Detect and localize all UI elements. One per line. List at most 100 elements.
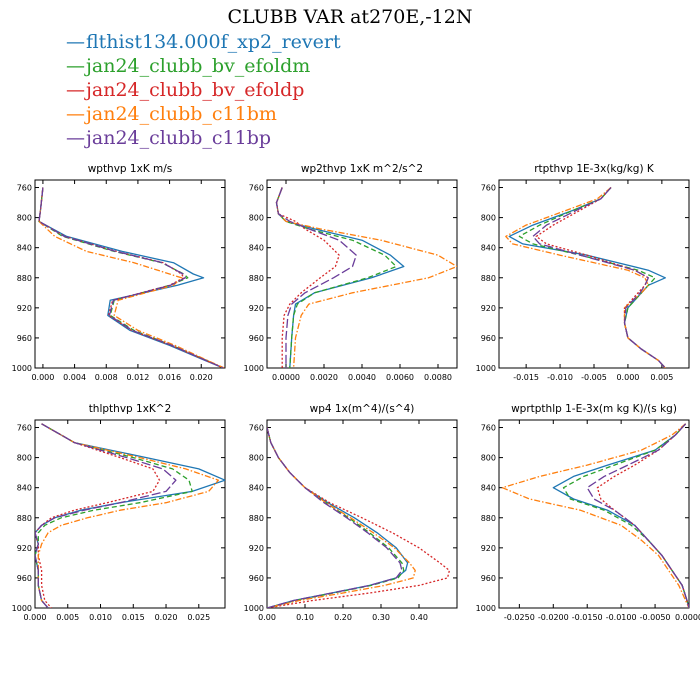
y-tick-label: 760 (481, 424, 496, 433)
x-tick-label: 0.20 (334, 613, 352, 622)
x-tick-label: 0.00 (258, 613, 276, 622)
x-tick-label: 0.30 (372, 613, 390, 622)
chart-panel: rtpthvp 1E-3x(kg/kg) K 760 800 840 880 920 960… (476, 163, 690, 382)
y-tick-label: 920 (249, 544, 264, 553)
y-tick-label: 840 (249, 244, 264, 253)
y-tick-label: 880 (17, 274, 32, 283)
x-tick-label: -0.0250 (504, 613, 535, 622)
series-line (38, 187, 224, 368)
series-line (267, 427, 403, 608)
x-tick-label: 0.016 (158, 373, 181, 382)
y-tick-label: 760 (481, 184, 496, 193)
series-line (38, 187, 225, 368)
series-line (508, 187, 666, 368)
x-tick-label: 0.015 (122, 613, 145, 622)
series-line (38, 187, 224, 368)
x-tick-label: -0.0150 (572, 613, 603, 622)
x-tick-label: 0.012 (126, 373, 149, 382)
legend-item: —jan24_clubb_c11bm (66, 102, 341, 126)
series-line (518, 187, 666, 368)
x-tick-label: 0.40 (410, 613, 428, 622)
y-tick-label: 1000 (476, 364, 496, 373)
series-line (505, 187, 666, 368)
panel-title: wprtpthlp 1-E-3x(m kg K)/(s kg) (511, 403, 677, 415)
chart-panel: wpthvp 1xK m/s76080084088092096010000.00… (12, 163, 226, 382)
y-tick-label: 800 (249, 214, 264, 223)
series-line (275, 187, 457, 368)
x-tick-label: 0.008 (95, 373, 118, 382)
x-tick-label: -0.0200 (538, 613, 569, 622)
panel-title: wp4 1x(m^4)/(s^4) (310, 403, 415, 415)
y-tick-label: 920 (481, 304, 496, 313)
chart-panel: wp2thvp 1xK m^2/s^2 760 800 840 880 920 960 100… (244, 163, 458, 382)
legend-item: —jan24_clubb_c11bp (66, 126, 341, 150)
x-tick-label: 0.0040 (348, 373, 376, 382)
series-line (562, 423, 689, 608)
series-line (586, 423, 689, 608)
series-line (35, 423, 193, 608)
series-line (38, 187, 224, 368)
y-tick-label: 800 (17, 454, 32, 463)
series-line (267, 427, 451, 608)
x-tick-label: 0.000 (31, 373, 54, 382)
x-tick-label: 0.000 (616, 373, 639, 382)
plot-frame (34, 419, 226, 609)
x-tick-label: -0.015 (513, 373, 539, 382)
plot-frame (266, 419, 458, 609)
x-tick-label: 0.005 (650, 373, 673, 382)
y-tick-label: 960 (481, 334, 496, 343)
y-tick-label: 960 (481, 574, 496, 583)
y-tick-label: 960 (249, 334, 264, 343)
y-tick-label: 920 (17, 304, 32, 313)
legend-item: —jan24_clubb_bv_efoldp (66, 78, 341, 102)
chart-panel: thlpthvp 1xK^276080084088092096010000.00… (12, 403, 226, 622)
y-tick-label: 800 (481, 214, 496, 223)
y-tick-label: 880 (481, 514, 496, 523)
figure-title: CLUBB VAR at270E,-12N (227, 6, 473, 28)
y-tick-label: 840 (481, 484, 496, 493)
legend-item: —jan24_clubb_bv_efoldm (66, 54, 341, 78)
x-tick-label: 0.10 (296, 613, 314, 622)
y-tick-label: 920 (249, 304, 264, 313)
series-line (275, 187, 340, 368)
y-tick-label: 840 (481, 244, 496, 253)
y-tick-label: 880 (17, 514, 32, 523)
y-tick-label: 800 (249, 454, 264, 463)
x-tick-label: 0.0000 (272, 373, 300, 382)
x-tick-label: 0.0060 (386, 373, 414, 382)
y-tick-label: 1000 (244, 604, 264, 613)
plot-frame (34, 179, 226, 369)
legend-label: jan24_clubb_c11bm (86, 103, 277, 125)
y-tick-label: 800 (17, 214, 32, 223)
y-tick-label: 760 (249, 184, 264, 193)
chart-panel: wp4 1x(m^4)/(s^4)76080084088092096010000… (244, 403, 458, 622)
chart-panel: wprtpthlp 1-E-3x(m kg K)/(s kg) 760 800 840… (476, 403, 700, 622)
x-tick-label: 0.000 (24, 613, 47, 622)
y-tick-label: 960 (17, 334, 32, 343)
legend-label: jan24_clubb_c11bp (86, 127, 272, 149)
x-tick-label: 0.020 (190, 373, 213, 382)
series-line (37, 423, 220, 608)
panel-title: wp2thvp 1xK m^2/s^2 (301, 163, 423, 175)
x-tick-label: 0.0020 (310, 373, 338, 382)
series-line (596, 423, 689, 608)
panel-title: rtpthvp 1E-3x(kg/kg) K (534, 163, 655, 175)
y-tick-label: 760 (17, 184, 32, 193)
x-tick-label: -0.0100 (606, 613, 637, 622)
x-tick-label: 0.005 (56, 613, 79, 622)
series-line (35, 423, 161, 608)
y-tick-label: 960 (17, 574, 32, 583)
legend-label: jan24_clubb_bv_efoldp (86, 79, 305, 101)
y-tick-label: 840 (17, 244, 32, 253)
y-tick-label: 1000 (12, 364, 32, 373)
series-line (275, 187, 405, 368)
legend-label: jan24_clubb_bv_efoldm (86, 55, 311, 77)
series-line (275, 187, 397, 368)
x-tick-label: 0.010 (89, 613, 112, 622)
series-line (267, 427, 416, 608)
series-line (532, 187, 666, 368)
legend-label: flthist134.000f_xp2_revert (86, 31, 341, 53)
series-line (38, 187, 224, 368)
series-line (35, 423, 177, 608)
